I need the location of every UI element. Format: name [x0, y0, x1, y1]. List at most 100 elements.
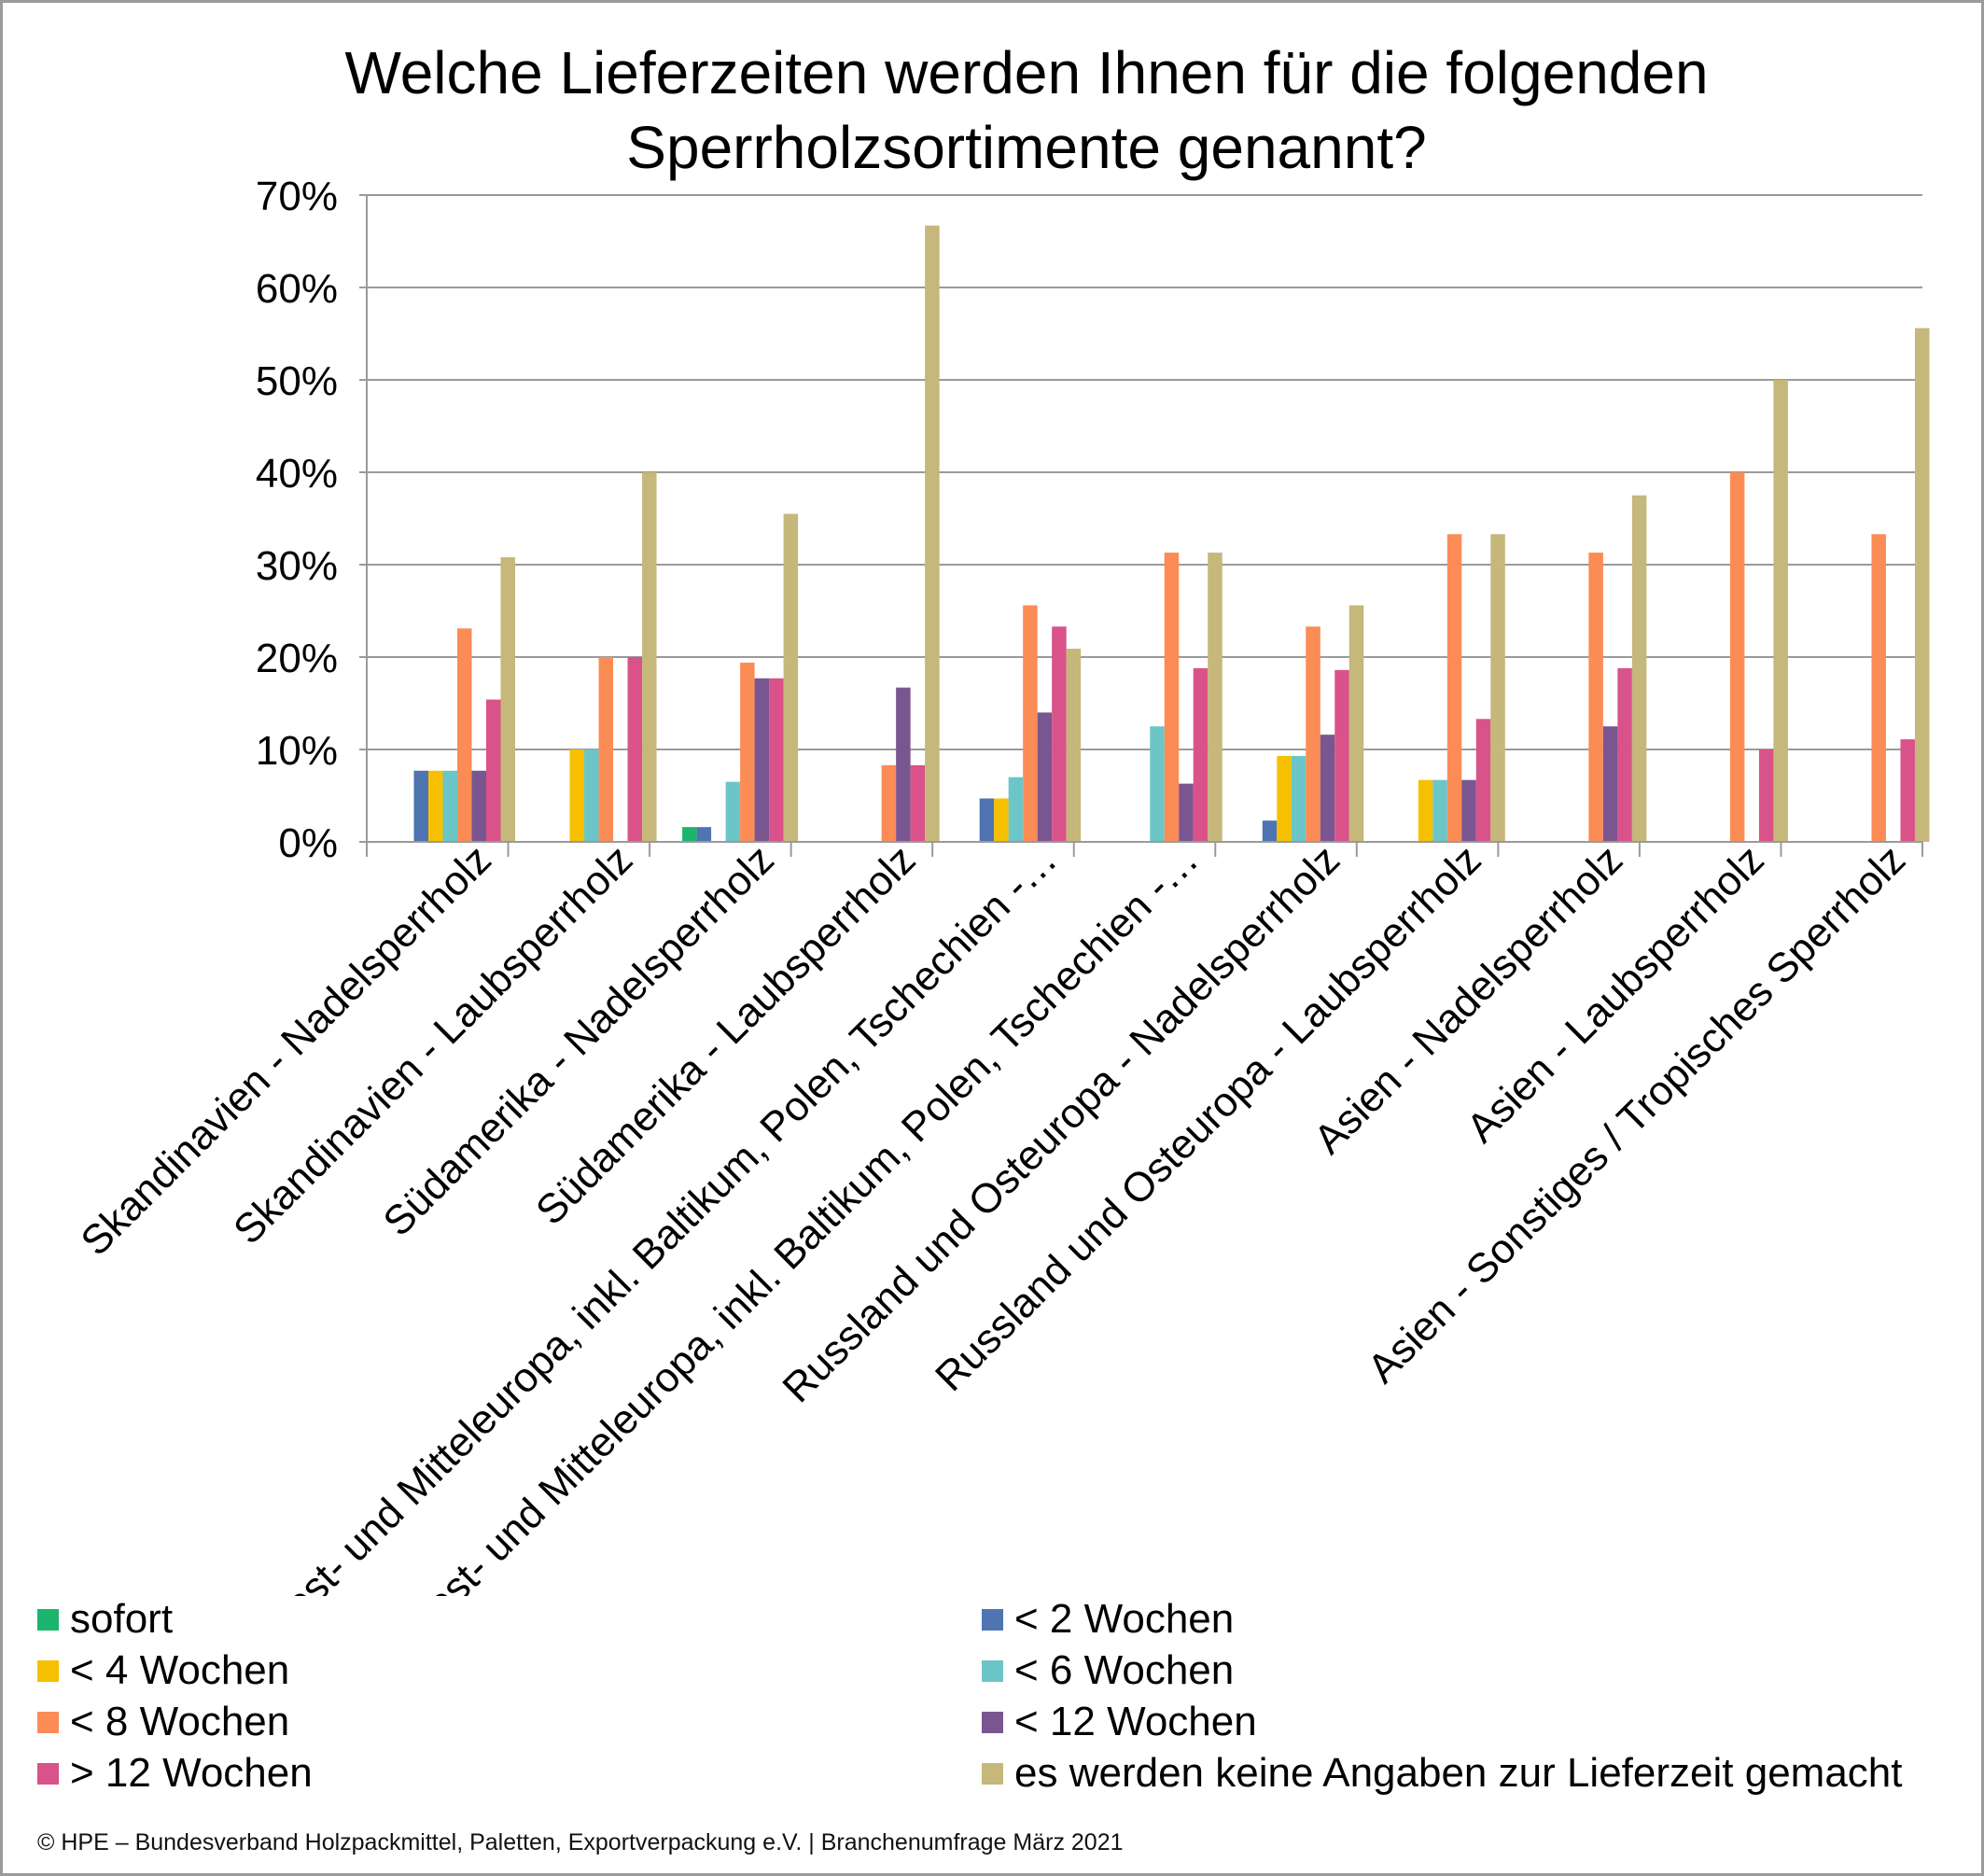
bar	[413, 770, 428, 842]
y-tick-label: 20%	[256, 636, 338, 681]
legend-swatch	[37, 1608, 59, 1631]
bar	[1208, 553, 1223, 842]
legend-item: < 8 Wochen	[37, 1699, 289, 1745]
bar	[1262, 820, 1278, 842]
bar	[428, 770, 443, 842]
legend: sofort < 2 Wochen < 4 Wochen < 6 Wochen < 8 …	[37, 1596, 1978, 1811]
legend-label: < 12 Wochen	[1014, 1699, 1257, 1744]
bar	[1348, 605, 1364, 842]
bar	[1334, 669, 1349, 842]
bar	[627, 657, 643, 842]
y-tick-label: 0%	[278, 820, 338, 866]
x-category-label: Asien - Sonstiges / Tropisches Sperrholz	[1359, 836, 1914, 1392]
bar	[1475, 719, 1491, 842]
bar	[442, 770, 457, 842]
bar	[725, 781, 741, 842]
legend-item: sofort	[37, 1596, 173, 1643]
bar	[1631, 495, 1647, 842]
chart-title: Welche Lieferzeiten werden Ihnen für die…	[344, 39, 1709, 181]
gridlines	[359, 194, 1922, 750]
bar	[486, 699, 501, 842]
legend-item: > 12 Wochen	[37, 1750, 313, 1797]
legend-swatch	[37, 1711, 59, 1733]
bar	[1150, 726, 1165, 842]
bar	[598, 657, 614, 842]
legend-label: sofort	[70, 1596, 174, 1642]
bar	[696, 827, 712, 842]
bar	[1446, 534, 1462, 842]
bar	[1773, 380, 1788, 842]
legend-label: < 6 Wochen	[1014, 1647, 1235, 1693]
bar	[1179, 783, 1194, 842]
legend-swatch	[982, 1659, 1003, 1682]
y-axis-ticks: 0% 10% 20% 30% 40% 50% 60% 70%	[256, 174, 338, 866]
legend-label: > 12 Wochen	[70, 1750, 313, 1796]
bar	[1900, 739, 1915, 842]
bar	[642, 472, 657, 842]
legend-item: < 2 Wochen	[982, 1596, 1234, 1643]
y-tick-label: 10%	[256, 728, 338, 774]
x-axis	[359, 195, 1923, 857]
bar	[457, 628, 472, 842]
legend-label: es werden keine Angaben zur Lieferzeit g…	[1014, 1750, 1903, 1796]
bar	[769, 678, 784, 842]
y-tick-label: 30%	[256, 543, 338, 589]
bar	[1758, 749, 1774, 842]
bar	[1008, 777, 1024, 842]
x-axis-labels: Skandinavien - NadelsperrholzSkandinavie…	[72, 836, 1914, 1596]
bars	[413, 225, 1930, 843]
bar	[925, 225, 940, 843]
bar	[1617, 667, 1632, 842]
bar	[881, 764, 897, 842]
legend-label: < 2 Wochen	[1014, 1596, 1235, 1642]
bar	[1418, 779, 1433, 842]
y-tick-label: 50%	[256, 358, 338, 404]
legend-item: < 6 Wochen	[982, 1647, 1234, 1694]
bar	[783, 513, 799, 842]
bar	[1023, 605, 1038, 842]
bar-chart: 0% 10% 20% 30% 40% 50% 60% 70% Skandinavien - N…	[72, 174, 1930, 1596]
bar	[1320, 735, 1335, 842]
legend-item: < 12 Wochen	[982, 1699, 1257, 1745]
bar	[1461, 779, 1476, 842]
y-tick-label: 40%	[256, 451, 338, 497]
bar	[500, 557, 515, 842]
bar	[1729, 472, 1745, 842]
legend-swatch	[37, 1762, 59, 1785]
legend-item: < 4 Wochen	[37, 1647, 289, 1694]
bar	[1052, 626, 1067, 842]
legend-swatch	[37, 1659, 59, 1682]
bar	[1588, 553, 1603, 842]
legend-swatch	[982, 1762, 1003, 1785]
legend-label: < 8 Wochen	[70, 1699, 290, 1744]
bar	[584, 749, 599, 842]
legend-swatch	[982, 1608, 1003, 1631]
bar	[1291, 755, 1306, 842]
bar	[682, 827, 697, 842]
legend-swatch	[982, 1711, 1003, 1733]
bar	[994, 798, 1009, 842]
bar	[910, 764, 926, 842]
bar	[471, 770, 486, 842]
bar	[1193, 667, 1209, 842]
bar	[754, 678, 770, 842]
bar	[740, 662, 755, 842]
bar	[1602, 726, 1618, 842]
bar	[1037, 712, 1053, 842]
footer-copyright: © HPE – Bundesverband Holzpackmittel, Pa…	[37, 1829, 1124, 1855]
bar	[1432, 779, 1447, 842]
y-tick-label: 70%	[256, 174, 338, 219]
bar	[1914, 328, 1930, 842]
bar	[1490, 534, 1505, 842]
legend-item: es werden keine Angaben zur Lieferzeit g…	[982, 1750, 1902, 1797]
bar	[1277, 755, 1292, 842]
bar	[1164, 553, 1180, 842]
bar	[979, 798, 995, 842]
bar	[896, 687, 911, 842]
bar	[1871, 534, 1886, 842]
y-tick-label: 60%	[256, 266, 338, 312]
bar	[1066, 649, 1082, 842]
bar	[1306, 626, 1320, 842]
bar	[569, 749, 585, 842]
